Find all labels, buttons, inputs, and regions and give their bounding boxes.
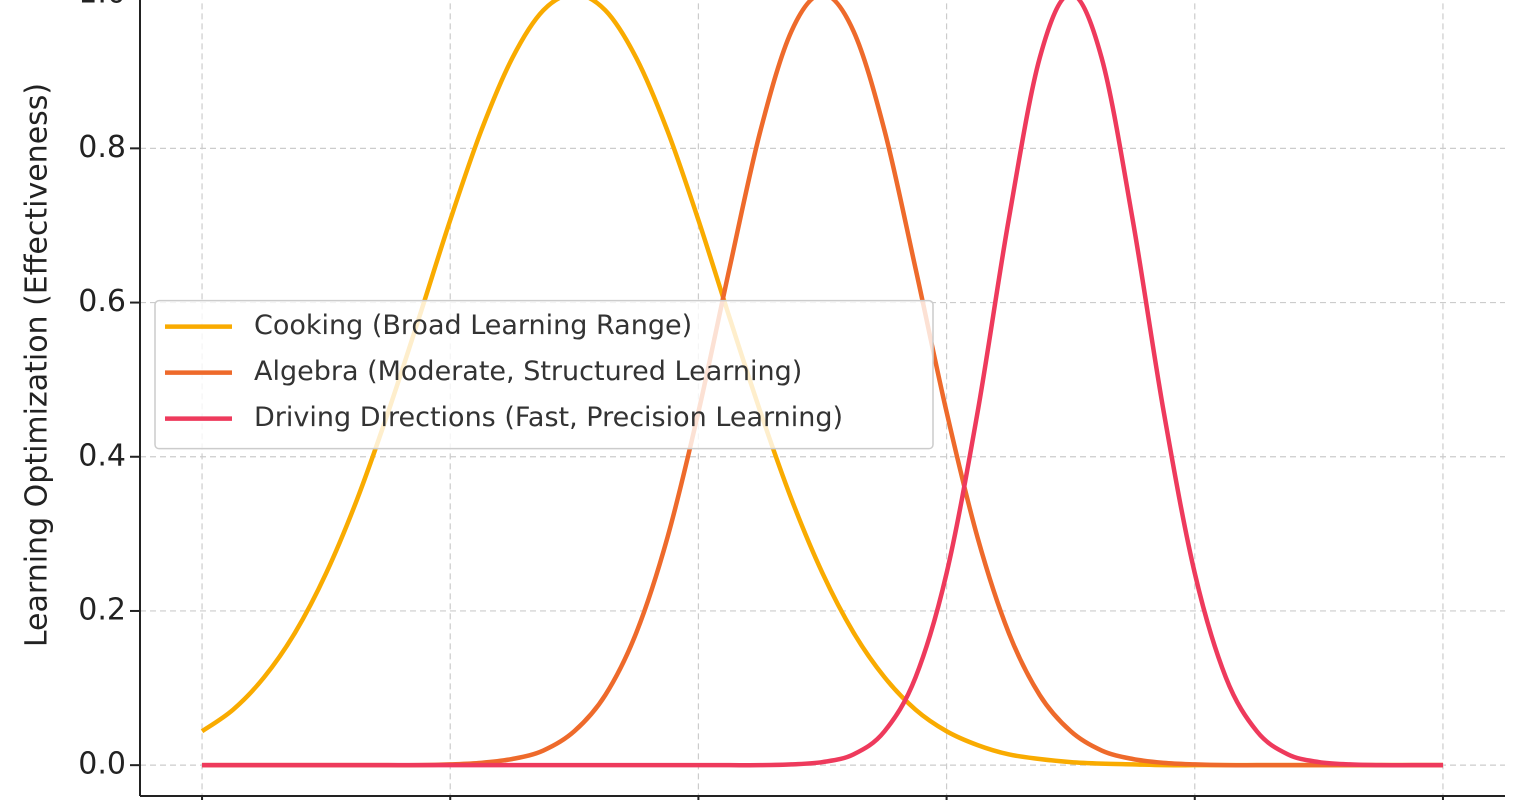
- y-tick-label: 0.0: [78, 747, 126, 782]
- y-tick-label: 1.0: [78, 0, 126, 11]
- y-tick-label: 0.8: [78, 130, 126, 165]
- y-axis-label: Learning Optimization (Effectiveness): [20, 83, 55, 647]
- legend-label: Algebra (Moderate, Structured Learning): [254, 356, 802, 387]
- series-line: [202, 0, 1443, 768]
- y-tick-label: 0.4: [78, 438, 126, 473]
- legend-box: [154, 299, 934, 450]
- legend: Cooking (Broad Learning Range) Algebra (M…: [154, 299, 934, 450]
- axes: 0.0 0.2 0.4 0.6 0.8 1.0: [78, 0, 1505, 800]
- y-tick-label: 0.2: [78, 592, 126, 627]
- legend-label: Driving Directions (Fast, Precision Lear…: [254, 402, 843, 433]
- y-tick-label: 0.6: [78, 284, 126, 319]
- legend-label: Cooking (Broad Learning Range): [254, 310, 692, 341]
